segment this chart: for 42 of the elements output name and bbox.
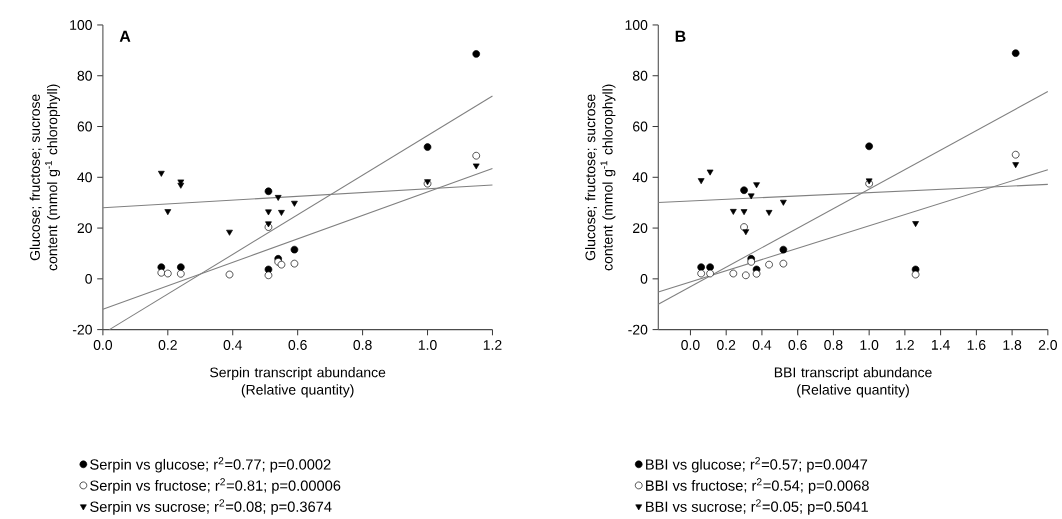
y-tick-label: -20	[628, 324, 648, 335]
y-tick-label: 0	[85, 273, 92, 284]
chart-title: A	[119, 30, 131, 42]
legend-label: BBI vs glucose; r$^{2}$=0.57; p=0.0047	[646, 457, 868, 473]
x-tick-label: 1.2	[483, 339, 502, 350]
x-tick-label: 1.0	[418, 339, 437, 350]
legend-label: BBI vs sucrose; r$^{2}$=0.05; p=0.5041	[646, 499, 868, 515]
x-axis-title: Serpin transcript abundance (Relative quantity)	[210, 367, 386, 398]
y-tick-label: 80	[77, 70, 92, 81]
x-tick-label: 1.4	[931, 340, 950, 350]
chart-title: B	[675, 30, 686, 42]
x-tick-label: 0.8	[353, 339, 372, 350]
y-tick-label: 20	[633, 223, 648, 233]
legend-label: Serpin vs glucose; r$^{2}$=0.77; p=0.0002	[90, 457, 331, 473]
legend-label: Serpin vs sucrose; r$^{2}$=0.08; p=0.3674	[90, 499, 332, 515]
x-tick-label: 0.4	[223, 339, 243, 350]
y-tick-label: 0	[640, 273, 648, 284]
x-tick-label: 0.6	[788, 339, 807, 350]
x-tick-label: 1.8	[1003, 339, 1022, 350]
y-tick-label: 40	[632, 172, 648, 183]
x-tick-label: 0.0	[681, 339, 700, 350]
x-tick-label: 0.2	[717, 339, 736, 350]
x-tick-label: 2.0	[1038, 339, 1058, 350]
y-tick-label: 40	[77, 172, 92, 183]
x-tick-label: 0.6	[288, 339, 307, 350]
y-tick-label: 60	[633, 121, 648, 132]
legend-label: BBI vs fructose; r$^{2}$=0.54; p=0.0068	[646, 478, 869, 494]
x-tick-label: 0.4	[752, 339, 772, 350]
x-tick-label: 1.0	[860, 339, 879, 350]
x-tick-label: 0.2	[158, 339, 177, 350]
legend-label: Serpin vs fructose; r$^{2}$=0.81; p=0.00006	[90, 478, 341, 494]
x-tick-label: 0.0	[93, 339, 113, 350]
x-tick-label: 1.6	[967, 339, 986, 350]
y-tick-label: 100	[70, 19, 92, 30]
x-tick-label: 0.8	[824, 339, 843, 350]
y-tick-label: 100	[625, 19, 648, 30]
y-tick-label: 60	[77, 121, 92, 132]
y-tick-label: 80	[632, 70, 648, 81]
y-tick-label: 20	[77, 223, 92, 233]
x-tick-label: 1.2	[896, 339, 914, 350]
x-axis-title: BBI transcript abundance (Relative quantity)	[774, 367, 932, 398]
y-tick-label: -20	[72, 324, 92, 335]
